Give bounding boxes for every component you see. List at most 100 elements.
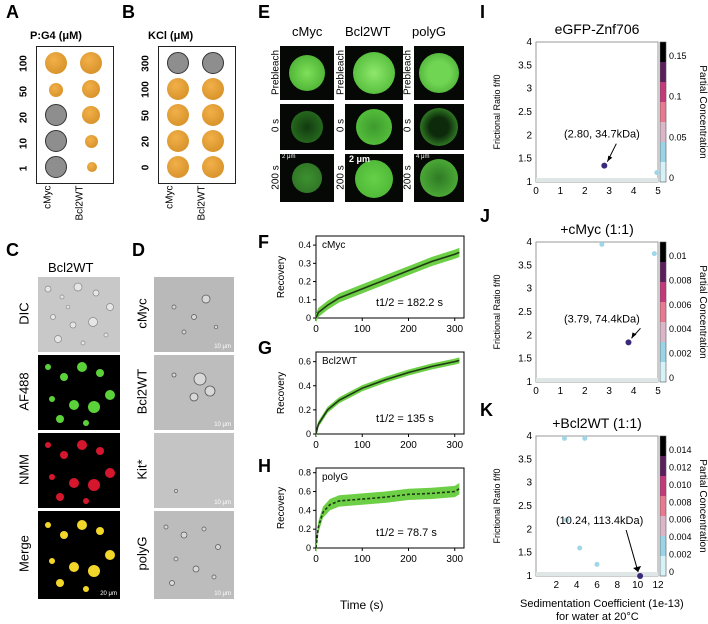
colorbar-tick-label: 0.014 (669, 445, 692, 455)
droplet (167, 156, 189, 178)
frap-image (280, 46, 334, 100)
panel-label-g: G (258, 338, 273, 358)
recovery-line (315, 359, 460, 435)
clear-well (45, 130, 67, 152)
droplet (202, 78, 224, 100)
y-tick-label: 0 (306, 313, 311, 323)
colorbar-label: Partial Concentration (697, 265, 708, 358)
y-axis-label: Frictional Ratio f/f0 (492, 74, 502, 149)
colorbar-segment (660, 556, 666, 577)
droplet (80, 52, 102, 74)
panel-b-row-label: 20 (140, 135, 152, 148)
panel-a-row-label: 20 (18, 111, 30, 124)
scale-bar-label: 10 μm (214, 422, 231, 428)
plot-frame (535, 435, 659, 577)
panel-label-b: B (122, 2, 135, 22)
colorbar-segment (660, 102, 666, 123)
y-axis-label: Recovery (276, 256, 287, 298)
dic-image (38, 277, 120, 352)
nmm-image (38, 433, 120, 508)
baseline-strip (536, 178, 658, 182)
plot-frame (315, 351, 465, 435)
colorbar-segment (660, 476, 666, 497)
panel-c-row-label: AF488 (16, 372, 32, 411)
y-tick-label: 2.5 (518, 107, 532, 118)
colorbar-tick-label: 0 (669, 567, 674, 577)
minor-species (651, 251, 657, 257)
colorbar-tick-label: 0.002 (669, 550, 692, 560)
plot-title: cMyc (322, 240, 345, 251)
panel-label-j: J (480, 206, 491, 226)
panel-d-row-label: polyG (134, 536, 150, 571)
species-peak (601, 162, 608, 169)
merge-image: 20 μm (38, 511, 120, 599)
colorbar-tick-label: 0.002 (669, 349, 692, 359)
arrow-head (633, 566, 642, 572)
colorbar-tick-label: 0.008 (669, 497, 692, 507)
x-tick-label: 0 (313, 324, 319, 335)
frap-image (345, 104, 403, 150)
minor-species (654, 170, 660, 176)
y-tick-label: 2 (526, 330, 532, 341)
frap-image (414, 104, 464, 150)
arrow-head (631, 332, 637, 339)
colorbar-tick-label: 0.006 (669, 515, 692, 525)
peak-annotation: (10.24, 113.4kDa) (556, 515, 643, 527)
scale-bar-label: 20 μm (100, 591, 117, 597)
colorbar-segment (660, 242, 666, 263)
colorbar-segment (660, 282, 666, 303)
x-tick-label: 300 (446, 324, 463, 335)
peak-annotation: (2.80, 34.7kDa) (564, 129, 640, 141)
auc-plot-bcl2wt: +Bcl2WT (1:1) 1 1.5 2 2.5 3 3.5 4 2 4 6 8 10 12 Fricti… (492, 415, 708, 591)
scale-bar-label: 2 μm (282, 154, 296, 160)
y-tick-label: 3.5 (518, 454, 532, 465)
colorbar-segment (660, 142, 666, 163)
panel-label-f: F (258, 232, 269, 252)
colorbar-tick-label: 0 (669, 373, 674, 383)
x-tick-label: 2 (582, 186, 588, 197)
x-tick-label: 6 (594, 580, 600, 591)
clear-well (45, 104, 67, 126)
panel-b-col-label: cMyc (164, 185, 176, 209)
panel-e-row-label: 200 s (335, 165, 347, 190)
y-tick-label: 1 (526, 177, 532, 188)
y-tick-label: 2 (526, 524, 532, 535)
colorbar-tick-label: 0.004 (669, 532, 692, 542)
y-tick-label: 0 (306, 543, 311, 553)
colorbar-segment (660, 62, 666, 83)
y-tick-label: 4 (526, 237, 532, 248)
x-tick-label: 2 (554, 580, 560, 591)
x-tick-label: 8 (615, 580, 621, 591)
plot-title: Bcl2WT (322, 356, 357, 367)
y-tick-label: 0 (306, 429, 311, 439)
auc-x-axis-label-2: for water at 20°C (556, 611, 639, 623)
y-tick-label: 0.4 (298, 505, 311, 515)
colorbar-tick-label: 0.15 (669, 51, 687, 61)
droplet (45, 52, 67, 74)
scale-bar-label: 10 μm (214, 591, 231, 597)
panel-label-d: D (132, 240, 145, 260)
frap-image (280, 104, 334, 150)
droplet (167, 104, 189, 126)
panel-c-row-label: Merge (16, 535, 32, 572)
scale-bar-label: 10 μm (214, 500, 231, 506)
colorbar-segment (660, 262, 666, 283)
y-axis-label: Frictional Ratio f/f0 (492, 468, 502, 543)
colorbar-segment (660, 496, 666, 517)
x-tick-label: 100 (354, 324, 371, 335)
panel-e-row-label: 200 s (402, 165, 414, 190)
panel-c-title: Bcl2WT (48, 260, 94, 275)
x-tick-label: 1 (558, 186, 564, 197)
frap-plot-bcl2wt: 0 0.2 0.4 0.6 0 100 200 300 Bcl2WT t1/2 = 135 s Re… (276, 351, 465, 451)
panel-d-row-label: cMyc (134, 298, 150, 329)
plot-title: +Bcl2WT (1:1) (552, 415, 642, 431)
panel-b-row-label: 50 (140, 109, 152, 122)
y-tick-label: 0.6 (298, 487, 311, 497)
colorbar-segment (660, 82, 666, 103)
auc-x-axis-label: Sedimentation Coefficient (1e-13) (520, 598, 684, 610)
polyg-dic-image: 10 μm (154, 511, 234, 599)
droplet (167, 130, 189, 152)
scale-bar-label: 2 μm (349, 154, 371, 164)
panel-label-h: H (258, 456, 271, 476)
x-tick-label: 5 (655, 186, 661, 197)
